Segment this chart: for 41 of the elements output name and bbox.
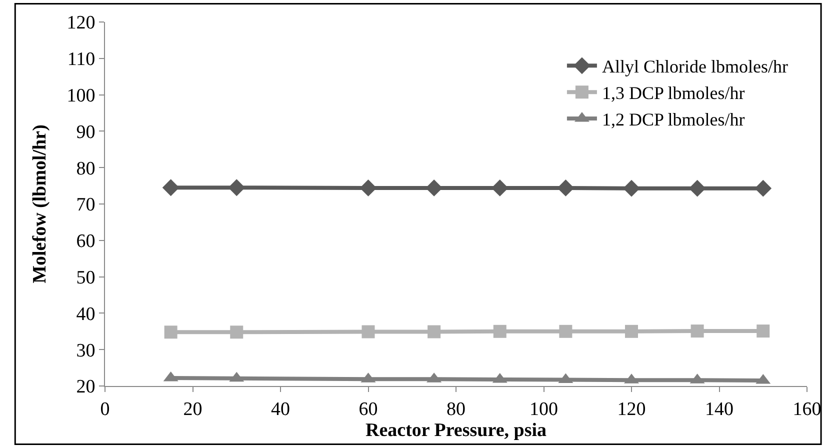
x-tick-label: 120: [617, 398, 646, 420]
y-axis-title: Molefow (lbmol/hr): [30, 124, 51, 284]
y-tick-label: 80: [76, 158, 96, 180]
y-tick-label: 70: [76, 194, 96, 216]
point: [754, 180, 772, 197]
y-tick-label: 100: [66, 85, 96, 106]
y-tick-label: 40: [76, 304, 96, 325]
point: [164, 326, 178, 339]
point: [228, 179, 246, 196]
x-tick-label: 0: [100, 398, 110, 420]
y-tick-label: 50: [76, 267, 96, 288]
y-tick-label: 90: [76, 122, 96, 143]
legend-label: Allyl Chloride lbmoles/hr: [602, 56, 788, 77]
legend-label: 1,3 DCP lbmoles/hr: [602, 83, 745, 104]
point: [756, 324, 770, 338]
y-tick-label: 60: [76, 231, 96, 252]
point: [690, 324, 704, 338]
x-tick-label: 40: [271, 398, 290, 420]
point: [360, 180, 377, 196]
x-tick-label: 80: [446, 398, 466, 420]
point: [428, 325, 441, 338]
legend-label: 1,2 DCP lbmoles/hr: [602, 110, 745, 130]
y-tick-label: 20: [76, 376, 96, 398]
y-tick-label: 120: [66, 12, 96, 34]
x-tick-label: 160: [792, 398, 822, 420]
x-tick-label: 20: [183, 398, 202, 420]
x-tick-label: 100: [530, 398, 558, 420]
point: [230, 326, 244, 339]
x-tick-label: 60: [358, 398, 378, 420]
x-tick-label: 140: [705, 398, 734, 420]
x-axis-title: Reactor Pressure, psia: [365, 420, 547, 441]
point: [623, 180, 640, 197]
point: [557, 180, 574, 196]
point: [493, 324, 506, 338]
point: [625, 324, 638, 338]
y-tick-label: 30: [76, 340, 96, 362]
point: [362, 325, 375, 338]
point: [162, 179, 180, 196]
y-tick-label: 110: [67, 49, 96, 70]
point: [559, 324, 572, 338]
point: [688, 180, 706, 197]
